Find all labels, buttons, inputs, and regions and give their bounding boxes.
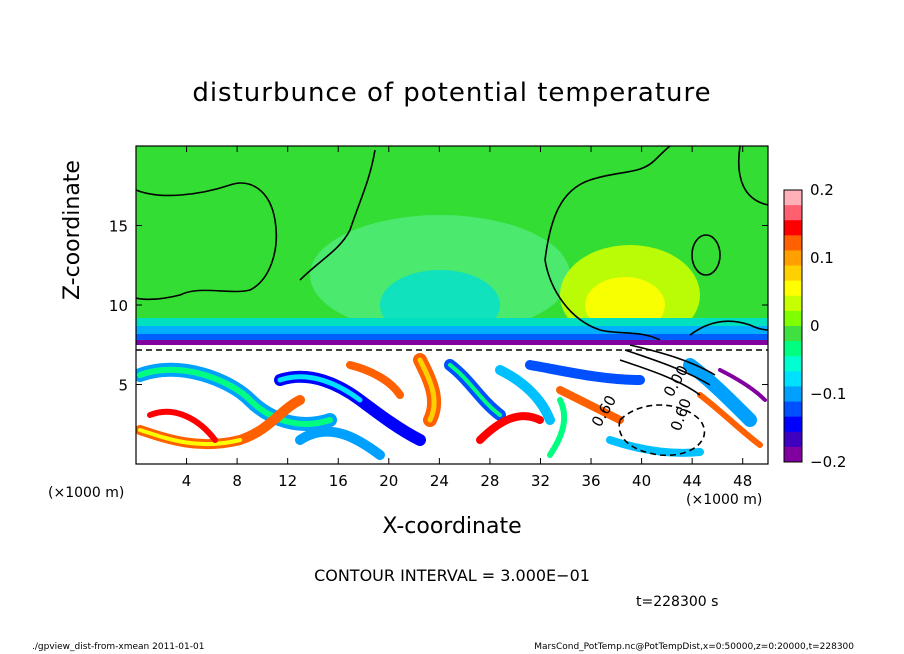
colorbar-tick-label: 0.2	[810, 181, 834, 199]
x-tick-label: 32	[531, 472, 550, 490]
x-tick-label: 24	[430, 472, 449, 490]
x-tick-label: 28	[480, 472, 499, 490]
y-tick-label: 15	[109, 218, 128, 236]
colorbar-swatch	[784, 416, 802, 433]
y-ticks: 5 10 15	[109, 218, 768, 395]
x-tick-label: 36	[581, 472, 600, 490]
x-tick-label: 12	[278, 472, 297, 490]
contour-line-dense-1	[619, 359, 701, 396]
colorbar-swatch	[784, 280, 802, 297]
y-tick-label: 10	[109, 297, 128, 315]
x-axis-label: X-coordinate	[382, 514, 522, 539]
colorbar-swatch	[784, 310, 802, 327]
turbulent-swirls	[136, 353, 767, 460]
white-strip	[136, 345, 768, 359]
colorbar-tick-label: −0.2	[810, 453, 846, 471]
colorbar: 0.2 0.1 0 −0.1 −0.2	[783, 181, 846, 471]
colorbar-swatch	[784, 250, 802, 267]
x-tick-label: 16	[329, 472, 348, 490]
time-label: t=228300 s	[636, 594, 719, 610]
x-unit-label-right: (×1000 m)	[686, 492, 763, 508]
x-tick-label: 44	[683, 472, 702, 490]
colorbar-swatch	[784, 220, 802, 236]
y-tick-label: 5	[118, 377, 128, 395]
colorbar-swatch	[784, 446, 802, 463]
contour-ellipse-dashed	[618, 404, 706, 457]
contour-line-top-right	[738, 146, 768, 206]
contour-lines	[136, 146, 768, 457]
chart-title: disturbunce of potential temperature	[192, 78, 712, 108]
colorbar-swatch	[784, 431, 802, 448]
colorbar-tick-label: 0.1	[810, 249, 834, 267]
heatmap-field	[136, 146, 768, 464]
contour-line-left	[136, 182, 278, 301]
colorbar-swatch	[784, 371, 802, 387]
colorbar-swatch	[784, 265, 802, 282]
colorbar-swatch	[784, 356, 802, 372]
contour-line-mid-left	[299, 149, 376, 281]
x-unit-label-left: (×1000 m)	[48, 485, 125, 501]
colorbar-swatch	[784, 190, 802, 206]
band-lightblue	[136, 326, 768, 336]
contour-line-upper-right	[544, 146, 671, 261]
lower-base	[136, 359, 768, 464]
x-tick-label: 8	[232, 472, 242, 490]
colorbar-swatch	[784, 326, 802, 342]
band-blue	[136, 334, 768, 342]
colorbar-tick-label: −0.1	[810, 385, 846, 403]
contour-line-right-lower	[544, 259, 661, 341]
colorbar-swatch	[784, 235, 802, 251]
footer-left-text: ./gpview_dist-from-xmean 2011-01-01	[32, 642, 205, 652]
colorbar-frame	[783, 189, 803, 463]
band-cyan	[136, 318, 768, 328]
x-tick-label: 40	[632, 472, 651, 490]
contour-interval-label: CONTOUR INTERVAL = 3.000E−01	[314, 566, 590, 585]
colorbar-tick-label: 0	[810, 317, 820, 335]
colorbar-swatch	[784, 401, 802, 418]
colorbar-swatch	[784, 386, 802, 403]
x-tick-label: 48	[733, 472, 752, 490]
colorbar-swatch	[784, 295, 802, 312]
contour-line-far-right	[689, 320, 768, 336]
contour-line-dense-2	[624, 349, 711, 386]
x-tick-label: 4	[182, 472, 192, 490]
contour-ellipse-right	[691, 234, 721, 276]
colorbar-swatch	[784, 205, 802, 221]
colorbar-swatch	[784, 341, 802, 357]
footer-right-text: MarsCond_PotTemp.nc@PotTempDist,x=0:5000…	[534, 642, 854, 652]
x-ticks: 4 8 12 16 20 24 28 32 36 40 44 48	[182, 146, 752, 490]
x-tick-label: 20	[379, 472, 398, 490]
band-purple	[136, 340, 768, 345]
contour-line-dense-3	[629, 344, 716, 376]
